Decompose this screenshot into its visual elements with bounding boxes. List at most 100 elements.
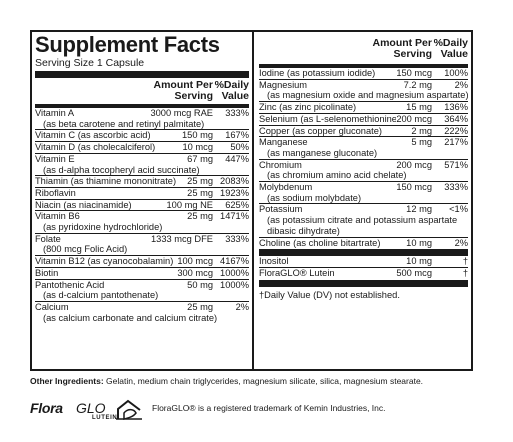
nutrient-list-left: Vitamin A 3000 mcg RAE 333% (as beta carote… [35, 108, 249, 324]
nutrient-row: Inositol 10 mg † [259, 256, 468, 267]
thick-rule [35, 71, 249, 78]
nutrient-amount: 25 mg [187, 187, 213, 198]
nutrient-daily-value: 1000% [220, 267, 249, 278]
nutrient-row: Vitamin E 67 mg 447% (as d-alpha tocopheryl… [35, 152, 249, 175]
nutrient-row: Magnesium 7.2 mg 2% (as magnesium oxide and… [259, 78, 469, 101]
nutrient-name: Manganese [259, 137, 308, 148]
nutrient-amount: 10 mg [406, 256, 432, 267]
logo-brand: Flora [30, 400, 63, 416]
nutrient-amount: 67 mg [187, 153, 213, 164]
nutrient-source: (as beta carotene and retinyl palmitate) [43, 118, 205, 129]
nutrient-name: Riboflavin [35, 187, 76, 198]
supplement-facts-panel: Supplement Facts Serving Size 1 Capsule … [30, 30, 473, 371]
nutrient-name: Biotin [35, 267, 59, 278]
nutrient-source: (as sodium molybdate) [267, 192, 362, 203]
nutrient-name: Folate [35, 233, 61, 244]
nutrient-source: (as d-calcium pantothenate) [43, 290, 159, 301]
other-ingredients-text: Gelatin, medium chain triglycerides, mag… [103, 376, 424, 386]
nutrient-name: Vitamin B12 (as cyanocobalamin) [35, 256, 174, 267]
nutrient-amount: 100 mg NE [166, 199, 213, 210]
column-header-right: Amount Per Serving %Daily Value [259, 36, 468, 62]
other-ingredients-label: Other Ingredients: [30, 376, 104, 386]
nutrient-row: Calcium 25 mg 2% (as calcium carbonate and … [35, 300, 249, 323]
nutrient-source: (as potassium citrate and potassium aspa… [267, 215, 458, 226]
nutrient-amount: 1333 mcg DFE [150, 233, 213, 244]
nutrient-daily-value: 333% [225, 233, 249, 244]
nutrient-amount: 100 mcg [177, 256, 213, 267]
nutrient-name: Molybdenum [259, 182, 313, 193]
daily-value-header: %Daily Value [214, 79, 249, 102]
nutrient-daily-value: 625% [225, 199, 249, 210]
nutrient-row: Zinc (as zinc picolinate) 15 mg 136% [259, 101, 468, 113]
nutrient-name: Choline (as choline bitartrate) [259, 237, 381, 248]
nutrient-name: Vitamin B6 [35, 211, 80, 222]
nutrient-amount: 10 mcg [182, 142, 214, 153]
nutrient-name: Inositol [259, 256, 289, 267]
column-header: Amount Per Serving %Daily Value [35, 78, 249, 104]
nutrient-amount: 10 mg [406, 237, 432, 248]
nutrient-daily-value: 571% [444, 159, 468, 170]
nutrient-daily-value: 333% [444, 182, 468, 193]
header-rule [35, 104, 249, 108]
nutrient-source: (as magnesium oxide and magnesium aspart… [267, 90, 469, 101]
nutrient-row: Iodine (as potassium iodide) 150 mcg 100% [259, 68, 468, 79]
nutrient-name: Copper (as copper gluconate) [259, 125, 382, 136]
nutrient-row: FloraGLO® Lutein 500 mcg † [259, 266, 468, 279]
amount-per-serving-header: Amount Per Serving [153, 79, 213, 102]
nutrient-source: (as d-alpha tocopheryl acid succinate) [43, 164, 200, 175]
nutrient-daily-value: 2% [235, 301, 249, 312]
nutrient-name: Vitamin A [35, 108, 75, 118]
trademark-notice: FloraGLO® is a registered trademark of K… [152, 403, 386, 413]
nutrient-daily-value: † [462, 267, 468, 278]
nutrient-list-right: Iodine (as potassium iodide) 150 mcg 100% M… [259, 68, 469, 249]
nutrient-row: Manganese 5 mg 217% (as manganese gluconate… [259, 136, 468, 158]
daily-value-footnote: †Daily Value (DV) not established. [259, 289, 400, 300]
other-ingredients: Other Ingredients: Gelatin, medium chain… [30, 376, 490, 386]
nutrient-name: Vitamin C (as ascorbic acid) [35, 130, 151, 141]
nutrient-name: Vitamin D (as cholecalciferol) [35, 142, 156, 153]
nutrient-amount: 25 mg [187, 176, 213, 187]
nutrient-daily-value: 2% [454, 237, 468, 248]
nutrient-amount: 5 mg [411, 137, 432, 148]
logo-lutein: LUTEIN [92, 415, 118, 421]
nutrient-amount: 3000 mcg RAE [150, 108, 213, 118]
nutrient-daily-value: 167% [225, 130, 249, 141]
nutrient-daily-value: 333% [225, 108, 249, 118]
nutrient-daily-value: 2% [454, 79, 468, 90]
nutrient-daily-value: 1923% [220, 187, 249, 198]
nutrient-daily-value: <1% [449, 204, 468, 215]
nutrient-amount: 150 mcg [396, 68, 432, 78]
nutrient-source: (as manganese gluconate) [267, 147, 378, 158]
nutrient-row: Potassium 12 mg <1% (as potassium citrate a… [259, 203, 468, 236]
nutrient-name: Vitamin E [35, 153, 75, 164]
nutrient-row: Biotin 300 mcg 1000% [35, 266, 249, 279]
nutrient-daily-value: 1000% [220, 279, 249, 290]
nutrient-row: Niacin (as niacinamide) 100 mg NE 625% [35, 198, 249, 211]
nutrient-amount: 200 mcg [396, 159, 432, 170]
thick-rule [259, 249, 468, 257]
header-rule [259, 64, 468, 68]
nutrient-row: Pantothenic Acid 50 mg 1000% (as d-calcium … [35, 278, 249, 301]
nutrient-row: Folate 1333 mcg DFE 333% (800 mcg Folic Aci… [35, 232, 249, 255]
nutrient-daily-value: 222% [444, 125, 468, 136]
nutrient-row: Vitamin B12 (as cyanocobalamin) 100 mcg 41… [35, 255, 249, 267]
right-column: Amount Per Serving %Daily Value Iodine (… [256, 32, 471, 369]
nutrient-amount: 15 mg [406, 102, 432, 113]
nutrient-amount: 25 mg [187, 301, 213, 312]
nutrient-daily-value: 4167% [220, 256, 249, 267]
column-divider [252, 32, 254, 369]
nutrient-name: Iodine (as potassium iodide) [259, 68, 376, 78]
nutrient-name: Selenium (as L-selenomethionine) [259, 113, 397, 124]
nutrient-daily-value: 2083% [220, 176, 249, 187]
floraglo-logo: Flora GLO LUTEIN [30, 398, 150, 422]
amount-per-serving-header: Amount Per Serving [372, 37, 432, 60]
nutrient-row: Riboflavin 25 mg 1923% [35, 186, 249, 199]
nutrient-amount: 2 mg [411, 125, 432, 136]
nutrient-name: Magnesium [259, 79, 308, 90]
left-column: Supplement Facts Serving Size 1 Capsule … [32, 32, 252, 369]
nutrient-amount: 300 mcg [177, 267, 213, 278]
nutrient-daily-value: † [462, 256, 468, 267]
nutrient-daily-value: 50% [230, 142, 249, 153]
thick-rule [259, 279, 468, 287]
nutrient-name: Niacin (as niacinamide) [35, 199, 132, 210]
